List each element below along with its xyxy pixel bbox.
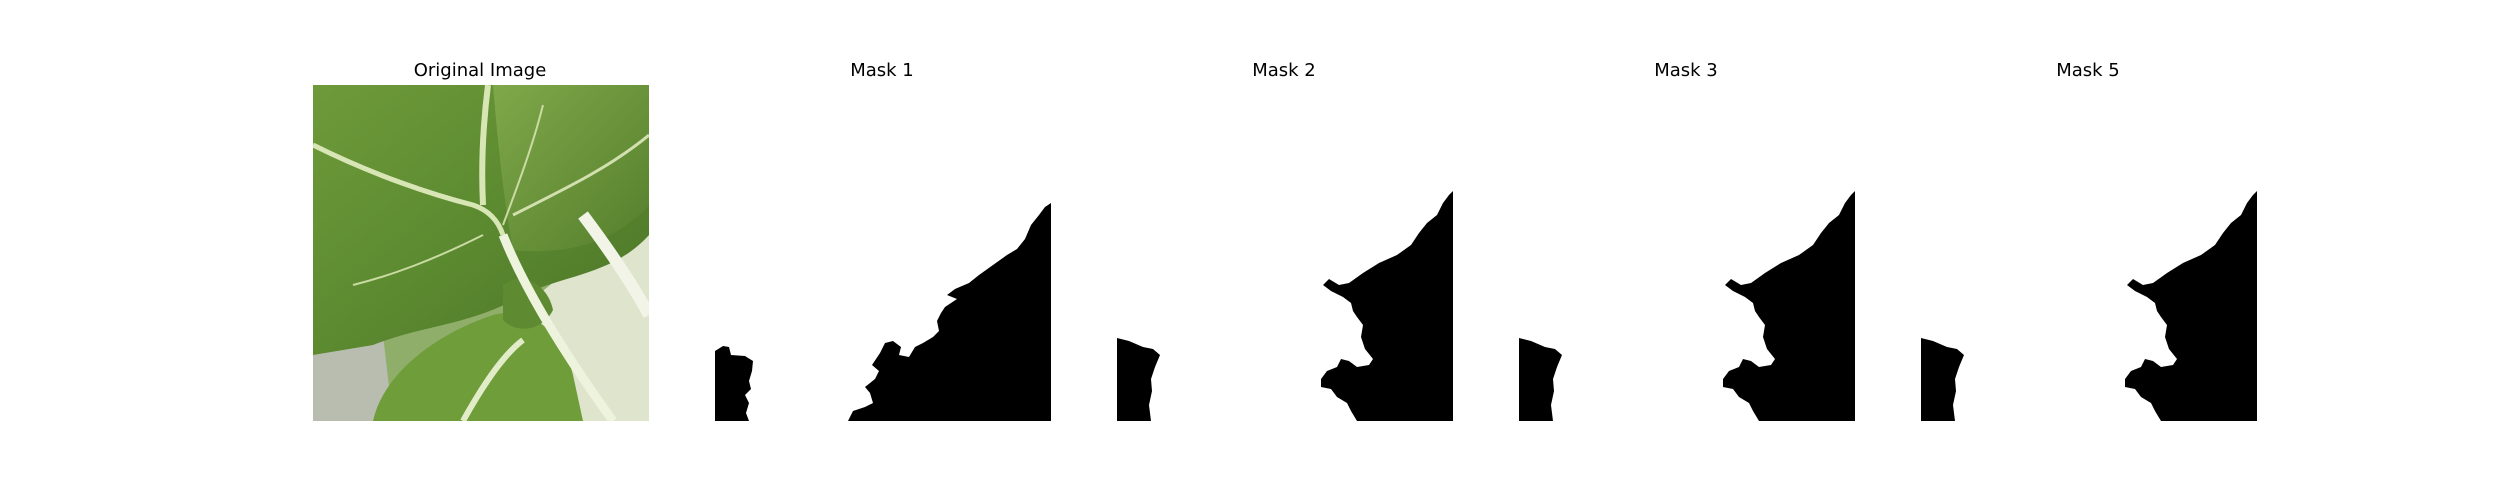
- mask-5-panel: [1921, 85, 2257, 421]
- original-image-panel: [313, 85, 649, 421]
- mask-1-shape: [715, 85, 1051, 421]
- mask-2-shape: [1117, 85, 1453, 421]
- panel-title-mask-3: Mask 3: [1654, 60, 1718, 81]
- panel-title-mask-1: Mask 1: [850, 60, 914, 81]
- mask-2-panel: [1117, 85, 1453, 421]
- mask-1-panel: [715, 85, 1051, 421]
- mask-5-shape: [1921, 85, 2257, 421]
- mask-3-panel: [1519, 85, 1855, 421]
- leaf-photo: [313, 85, 649, 421]
- panel-title-mask-5: Mask 5: [2056, 60, 2120, 81]
- mask-3-shape: [1519, 85, 1855, 421]
- panel-title-original-image: Original Image: [413, 60, 547, 81]
- panel-title-mask-2: Mask 2: [1252, 60, 1316, 81]
